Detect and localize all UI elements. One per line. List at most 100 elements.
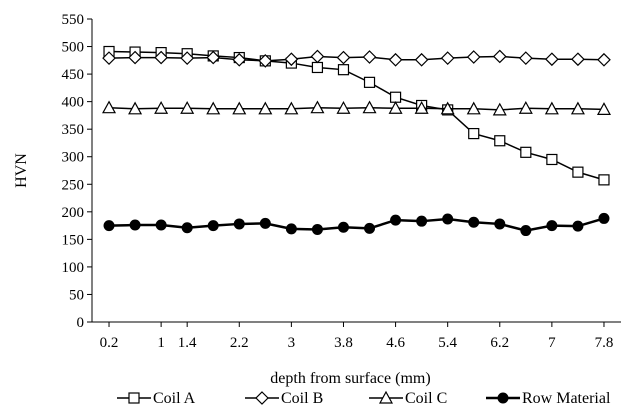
data-point [468,216,480,228]
data-point [362,100,377,114]
data-point [310,100,325,114]
data-point [597,52,611,67]
x-tick-label: 7.8 [595,335,614,351]
data-point [206,101,221,115]
data-point [310,49,325,64]
series-coil-b [102,49,611,68]
data-point [596,102,611,115]
data-point [154,100,169,114]
data-point [181,222,193,234]
legend-marker [378,390,394,404]
x-tick-label: 7 [548,335,556,351]
data-point [155,219,167,231]
y-axis-label: HVN [13,153,30,188]
data-point [414,100,429,114]
data-point [258,101,273,115]
data-point [337,221,349,233]
data-point [494,218,506,230]
data-point [311,61,324,74]
data-point [466,50,481,64]
data-point [311,223,323,235]
data-point [258,54,273,68]
x-tick-label: 4.6 [386,335,405,351]
series-coil-c [102,100,611,116]
legend: Coil A Coil B Coil C Row Material [117,390,611,407]
x-tick-label: 3 [288,335,296,351]
data-point [598,212,610,224]
data-point [232,52,247,67]
x-tick-label: 0.2 [100,335,119,351]
y-tick-label: 200 [62,205,85,221]
data-point [466,101,481,115]
data-point [102,51,116,65]
data-point [598,174,610,186]
data-point [285,223,297,235]
legend-item: Coil B [245,390,323,407]
data-point [390,214,402,226]
data-point [544,101,559,115]
data-point [520,146,532,158]
data-point [103,220,115,232]
data-point [440,51,455,65]
data-point [546,153,558,166]
data-point [571,52,585,67]
y-tick-label: 300 [62,150,85,166]
data-point [388,100,403,114]
x-tick-label: 1 [157,335,165,351]
data-point [129,219,141,231]
legend-marker [128,392,140,404]
data-point [180,51,195,65]
data-point [388,52,403,67]
data-point [572,220,584,232]
data-point [284,52,299,67]
legend-label: Row Material [522,390,611,407]
data-point [572,166,584,178]
data-point [337,64,350,76]
y-tick-label: 50 [69,287,84,303]
y-axis-ticks: 0 50 100 150 200 250 300 350 400 450 500 550 [62,12,92,331]
data-point [362,50,377,64]
data-point [336,100,351,114]
data-point [102,100,117,114]
data-point [128,101,143,115]
legend-marker [255,391,269,405]
legend-marker [497,392,509,404]
x-tick-label: 5.4 [438,335,457,351]
y-tick-label: 450 [62,67,85,83]
legend-label: Coil B [281,390,323,407]
data-point [546,220,558,232]
x-tick-label: 2.2 [230,335,249,351]
data-point [180,100,195,114]
data-point [545,52,559,67]
data-point [284,101,299,115]
y-tick-label: 350 [62,122,85,138]
x-tick-label: 3.8 [334,335,353,351]
data-point [414,52,429,67]
data-point [492,49,507,64]
data-point [494,135,506,147]
legend-item: Coil C [369,390,447,407]
data-point [520,225,532,237]
data-point [207,220,219,232]
data-point [233,218,245,230]
y-tick-label: 550 [62,12,85,28]
series-line [108,106,604,111]
x-axis-label: depth from surface (mm) [270,370,430,387]
y-tick-label: 0 [77,315,85,331]
data-point [336,50,351,65]
series-row-material [103,212,610,237]
data-point [206,50,221,65]
x-tick-label: 1.4 [178,335,197,351]
data-point [518,100,533,114]
data-point [492,102,507,116]
series-line [109,50,605,181]
data-point [468,127,480,140]
x-axis-ticks: 0.2 1 1.4 2.2 3 3.8 4.6 5.4 6.2 7 7.8 [100,322,614,351]
data-point [440,101,455,115]
series-coil-a [103,45,610,186]
series-layer [102,45,611,237]
y-tick-label: 250 [62,177,85,193]
data-point [154,50,168,65]
data-point [570,101,585,115]
